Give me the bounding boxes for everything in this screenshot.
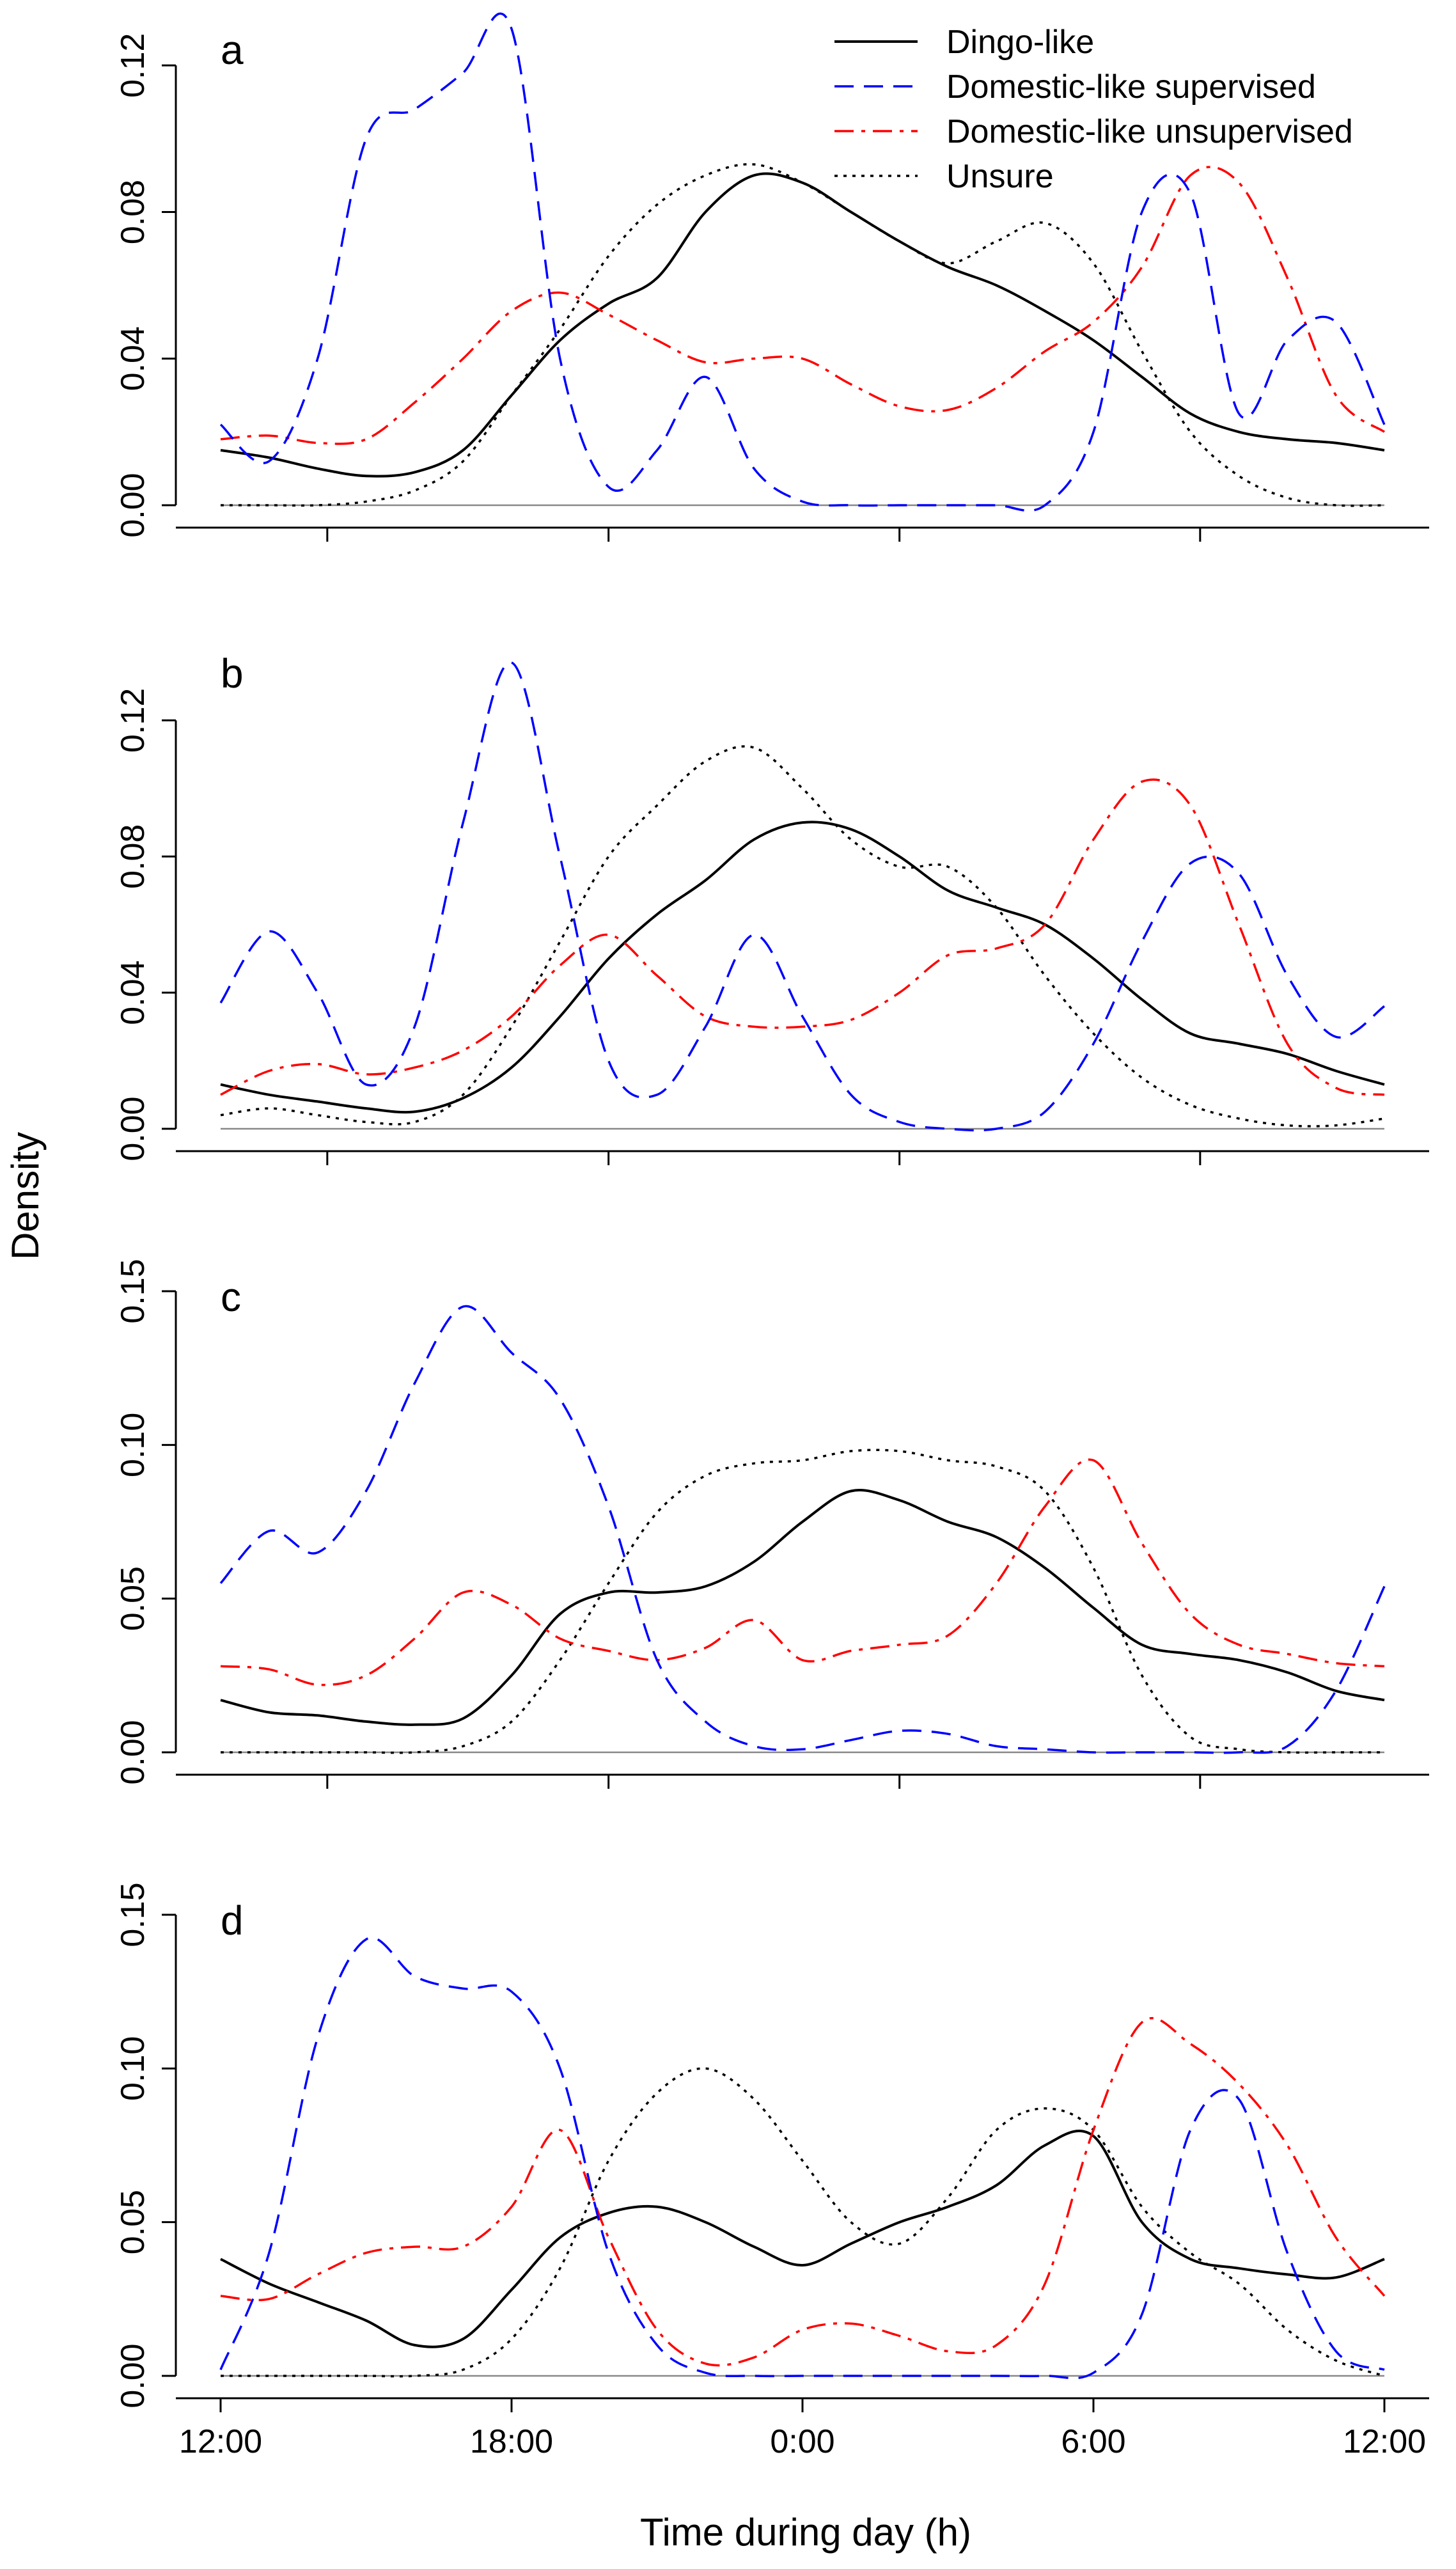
legend-label: Dingo-like <box>946 24 1094 61</box>
series-line-domestic-like-supervised <box>219 1305 1386 1754</box>
series-line-domestic-like-supervised <box>219 661 1386 1132</box>
y-tick-label: 0.00 <box>114 1720 152 1784</box>
panel-label: c <box>221 1274 241 1320</box>
panel-label: b <box>221 650 244 696</box>
panel-c: 0.00 0.05 0.10 0.15 c <box>114 1259 1429 1789</box>
legend-item: Domestic-like supervised <box>834 68 1316 106</box>
x-axis-title: Time during day (h) <box>640 2511 971 2554</box>
series-line-domestic-like-unsupervised <box>220 778 1385 1096</box>
panels: 0.000.040.080.12 a0.000.040.080.12b0.000.… <box>114 12 1429 2460</box>
y-tick-label: 0.10 <box>114 2036 152 2101</box>
legend-item: Dingo-like <box>834 24 1094 61</box>
x-tick-label: 12:00 <box>1343 2423 1426 2460</box>
series-line-dingo-like <box>220 172 1385 478</box>
y-tick-label: 0.00 <box>114 2343 152 2408</box>
x-tick-label: 0:00 <box>770 2423 834 2460</box>
legend-label: Unsure <box>946 158 1054 195</box>
y-tick-label: 0.08 <box>114 824 152 889</box>
y-tick-label: 0.00 <box>114 1096 152 1161</box>
y-tick-label: 0.04 <box>114 326 152 391</box>
panel-label: a <box>221 27 244 73</box>
panel-d: 0.00 0.05 0.10 0.15 12:00 18:00 0:00 6:00 12:00 d <box>114 1882 1429 2460</box>
series-line-domestic-like-unsupervised <box>220 1458 1385 1686</box>
legend: Dingo-like Domestic-like supervised Domest… <box>834 24 1353 195</box>
legend-item: Unsure <box>834 158 1054 195</box>
y-tick-label: 0.12 <box>114 33 152 98</box>
y-tick-label: 0.15 <box>114 1259 152 1323</box>
y-tick-label: 0.04 <box>114 961 152 1025</box>
legend-label: Domestic-like unsupervised <box>946 113 1353 150</box>
y-tick-label: 0.00 <box>114 473 152 537</box>
y-tick-label: 0.15 <box>114 1882 152 1947</box>
y-tick-label: 0.08 <box>114 180 152 244</box>
legend-label: Domestic-like supervised <box>946 68 1316 106</box>
panel-b: 0.00 0.04 0.08 0.12 b <box>114 650 1429 1165</box>
x-tick-label: 18:00 <box>470 2423 553 2460</box>
series-line-dingo-like <box>220 2129 1385 2348</box>
y-tick-label: 0.05 <box>114 2190 152 2254</box>
y-tick-label: 0.10 <box>114 1413 152 1477</box>
y-tick-label: 0.12 <box>114 688 152 753</box>
y-tick-label: 0.05 <box>114 1566 152 1631</box>
y-axis-title: Density <box>4 1132 47 1260</box>
series-line-domestic-like-unsupervised <box>220 166 1386 445</box>
series-line-domestic-like-supervised <box>219 1937 1385 2380</box>
series-line-dingo-like <box>220 821 1385 1114</box>
x-tick-label: 12:00 <box>179 2423 262 2460</box>
panel-label: d <box>221 1897 244 1944</box>
series-line-domestic-like-unsupervised <box>220 2016 1386 2367</box>
x-tick-label: 6:00 <box>1061 2423 1125 2460</box>
panel-a: 0.00 0.04 0.08 0.12 a <box>114 12 1429 542</box>
series-line-dingo-like <box>220 1489 1385 1726</box>
legend-item: Domestic-like unsupervised <box>834 113 1353 150</box>
series-line-unsure <box>221 2067 1385 2378</box>
series-line-domestic-like-supervised <box>219 12 1386 512</box>
